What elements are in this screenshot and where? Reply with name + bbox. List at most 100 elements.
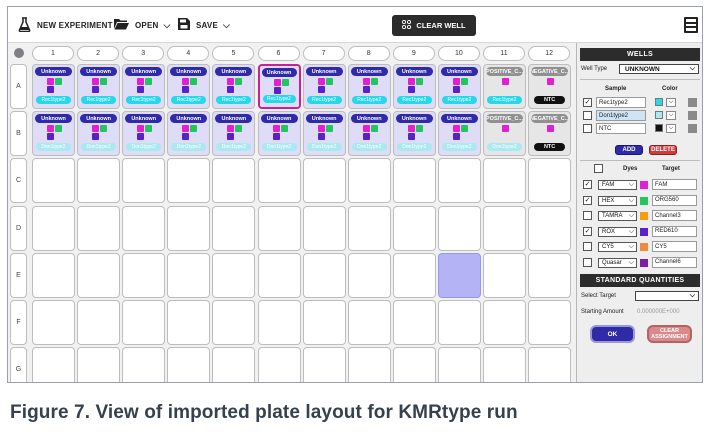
dyes-select-all-checkbox[interactable] [594, 164, 603, 173]
panel-toggle-icon[interactable] [684, 17, 698, 33]
plate-well[interactable] [302, 158, 346, 204]
dye-target-input[interactable]: CY5 [652, 241, 697, 252]
plate-well[interactable] [32, 205, 75, 251]
clear-assignment-button[interactable]: CLEAR ASSIGNMENT [647, 325, 692, 343]
plate-well[interactable] [212, 158, 256, 204]
plate-well[interactable] [77, 300, 121, 345]
plate-well[interactable] [167, 252, 211, 298]
plate-well[interactable] [212, 205, 256, 251]
plate-well[interactable] [32, 300, 75, 345]
plate-well[interactable]: Unknown Rec1type2 [392, 64, 436, 109]
plate-well[interactable] [302, 300, 346, 345]
chevron-down-icon[interactable]: ⌵ [223, 19, 231, 30]
ok-button[interactable]: OK [590, 325, 635, 343]
plate-well[interactable] [257, 205, 301, 251]
column-header[interactable]: 10 [437, 46, 480, 61]
dye-select[interactable]: TAMRA ⌵ [598, 211, 637, 221]
row-header[interactable]: C [10, 158, 27, 204]
row-header[interactable]: E [10, 252, 27, 298]
column-header[interactable]: 8 [347, 46, 390, 61]
dye-select[interactable]: FAM ⌵ [598, 180, 637, 190]
column-header[interactable]: 11 [483, 46, 525, 61]
plate-well[interactable] [77, 205, 121, 251]
dye-checkbox[interactable] [583, 211, 592, 220]
plate-well[interactable] [483, 252, 526, 298]
plate-well[interactable] [483, 158, 526, 204]
dye-checkbox[interactable]: ✓ [583, 195, 592, 205]
well-type-select[interactable]: UNKNOWN ⌵ [619, 64, 699, 74]
plate-well[interactable] [167, 205, 211, 251]
plate-well[interactable]: Unknown Don1type2 [122, 111, 166, 157]
plate-well[interactable]: NEGATIVE_C... NTC [528, 111, 572, 157]
plate-well[interactable] [528, 347, 572, 382]
column-header[interactable]: 7 [302, 46, 345, 61]
plate-well[interactable] [392, 300, 436, 345]
plate-well[interactable]: Unknown Don1type2 [347, 111, 391, 157]
plate-well[interactable] [528, 158, 572, 204]
dye-select[interactable]: Quasar ⌵ [598, 257, 637, 268]
plate-well[interactable] [212, 252, 256, 298]
plate-well[interactable] [77, 347, 121, 382]
plate-well[interactable]: Unknown Rec1type2 [437, 64, 481, 109]
plate-well[interactable]: Unknown Don1type2 [77, 111, 121, 157]
dye-checkbox[interactable]: ✓ [583, 226, 592, 236]
dye-select[interactable]: CY5 ⌵ [598, 242, 637, 252]
column-header[interactable]: 12 [528, 46, 571, 61]
add-sample-button[interactable]: ADD [615, 145, 643, 155]
plate-well[interactable] [122, 347, 166, 382]
plate-well[interactable]: Unknown Rec1type2 [122, 64, 166, 109]
plate-well[interactable]: Unknown Rec1type2 [347, 64, 391, 109]
plate-well[interactable] [347, 300, 391, 345]
row-header[interactable]: A [10, 64, 27, 109]
plate-well[interactable]: Unknown Don1type2 [257, 111, 301, 157]
plate-well[interactable]: Unknown Rec1type2 [32, 64, 75, 109]
dye-select[interactable]: ROX ⌵ [598, 226, 637, 237]
plate-well[interactable] [32, 158, 75, 204]
plate-well[interactable] [77, 252, 121, 298]
plate-well[interactable]: Unknown Rec1type2 [77, 64, 121, 109]
plate-well[interactable]: Unknown Rec1type2 [167, 64, 211, 109]
plate-well[interactable]: Unknown Don1type2 [302, 111, 346, 157]
plate-well[interactable] [32, 252, 75, 298]
sample-name-input[interactable]: Rec1type2 [596, 97, 646, 108]
plate-well[interactable]: Unknown Rec1type2 [302, 64, 346, 109]
row-header[interactable]: F [10, 300, 27, 345]
dye-target-input[interactable]: Channel6 [652, 256, 697, 268]
plate-well[interactable] [437, 347, 481, 382]
plate-well[interactable] [347, 158, 391, 204]
starting-amount-input[interactable]: 0.000000E+000 [637, 309, 680, 315]
plate-well[interactable] [392, 205, 436, 251]
color-dropdown-icon[interactable]: ⌵ [666, 98, 676, 107]
new-experiment-button[interactable]: NEW EXPERIMENT [18, 16, 113, 34]
plate-well[interactable] [212, 347, 256, 382]
plate-well[interactable]: Unknown Don1type2 [212, 111, 256, 157]
plate-well[interactable]: NEGATIVE_C... NTC [528, 64, 572, 109]
sample-options-icon[interactable] [688, 111, 697, 120]
plate-well[interactable]: POSITIVE_C... Rec1type2 [483, 64, 526, 109]
open-button[interactable]: OPEN ⌵ [114, 16, 171, 34]
plate-well[interactable] [437, 300, 481, 345]
column-header[interactable]: 3 [122, 46, 165, 61]
plate-well[interactable]: Unknown Don1type2 [32, 111, 75, 157]
plate-well[interactable] [437, 158, 481, 204]
plate-well[interactable]: Unknown Rec1type2 [257, 64, 301, 109]
plate-well[interactable]: Unknown Rec1type2 [212, 64, 256, 109]
plate-well[interactable] [302, 252, 346, 298]
sample-name-input[interactable]: Don1type2 [596, 110, 646, 121]
plate-well[interactable] [167, 347, 211, 382]
plate-well[interactable]: Unknown Don1type2 [167, 111, 211, 157]
dye-target-input[interactable]: ORG560 [652, 194, 697, 206]
sample-name-input[interactable]: NTC [596, 123, 646, 134]
highlighted-well[interactable] [437, 252, 481, 298]
column-header[interactable]: 1 [32, 46, 74, 61]
row-header[interactable]: D [10, 205, 27, 251]
plate-well[interactable] [122, 252, 166, 298]
row-header[interactable]: B [10, 111, 27, 157]
plate-well[interactable] [257, 252, 301, 298]
select-all-dot[interactable] [14, 48, 24, 58]
delete-sample-button[interactable]: DELETE [649, 145, 677, 155]
column-header[interactable]: 5 [212, 46, 255, 61]
plate-well[interactable] [392, 347, 436, 382]
sample-checkbox[interactable] [583, 124, 592, 133]
dye-checkbox[interactable] [583, 257, 592, 267]
